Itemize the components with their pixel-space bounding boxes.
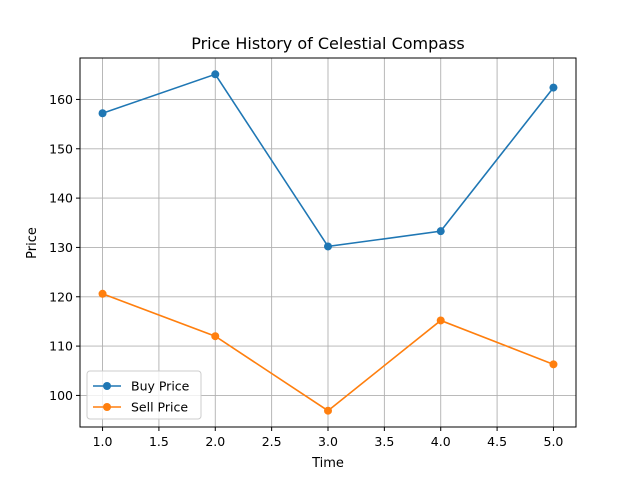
legend-item-sell-price: Sell Price <box>93 400 188 415</box>
data-point-sell-price <box>436 316 445 325</box>
y-tick-label: 100 <box>49 388 73 403</box>
data-point-buy-price <box>98 109 107 118</box>
series-layer <box>98 70 558 415</box>
x-tick-label: 5.0 <box>544 434 564 449</box>
chart-title: Price History of Celestial Compass <box>191 34 465 53</box>
data-point-sell-price <box>98 289 107 298</box>
legend-marker-buy-price <box>103 382 111 390</box>
legend-marker-sell-price <box>103 403 111 411</box>
x-tick-label: 1.5 <box>149 434 169 449</box>
y-tick-label: 150 <box>49 141 73 156</box>
x-tick-label: 4.5 <box>487 434 507 449</box>
data-point-buy-price <box>324 242 332 251</box>
x-tick-label: 3.5 <box>374 434 394 449</box>
x-axis-ticks: 1.0 1.5 2.0 2.5 3.0 3.5 4.0 4.5 5.0 <box>93 427 564 449</box>
data-point-buy-price <box>436 227 445 236</box>
y-axis-label: Price <box>25 227 40 259</box>
y-tick-label: 110 <box>49 339 73 354</box>
data-point-sell-price <box>211 332 220 341</box>
y-tick-label: 140 <box>49 191 73 206</box>
legend-label-sell-price: Sell Price <box>131 400 188 415</box>
legend-item-buy-price: Buy Price <box>93 379 190 394</box>
x-tick-label: 2.0 <box>205 434 225 449</box>
y-tick-label: 120 <box>49 289 73 304</box>
x-tick-label: 1.0 <box>93 434 113 449</box>
grid <box>80 58 576 427</box>
y-tick-label: 160 <box>49 92 73 107</box>
x-tick-label: 4.0 <box>431 434 451 449</box>
data-point-sell-price <box>324 406 332 415</box>
data-point-sell-price <box>549 360 558 369</box>
data-point-buy-price <box>549 83 558 92</box>
x-tick-label: 2.5 <box>262 434 282 449</box>
legend-label-buy-price: Buy Price <box>131 379 190 394</box>
y-axis-ticks: 100 110 120 130 140 150 160 <box>49 92 80 403</box>
legend: Buy Price Sell Price <box>86 370 202 420</box>
x-axis-label: Time <box>311 456 344 471</box>
y-tick-label: 130 <box>49 240 73 255</box>
x-tick-label: 3.0 <box>318 434 338 449</box>
data-point-buy-price <box>211 70 220 79</box>
